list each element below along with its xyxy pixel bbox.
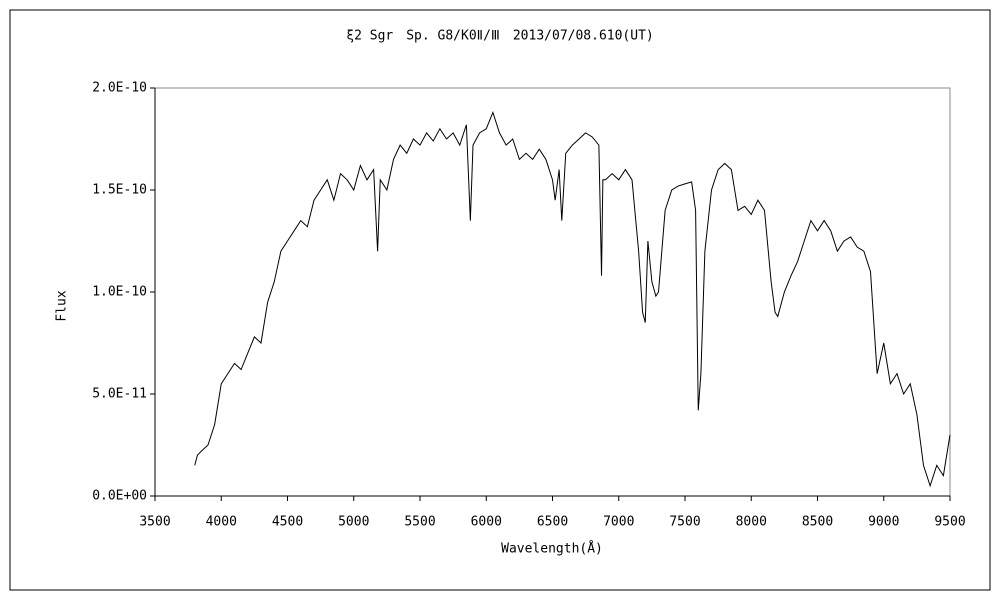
x-tick-label: 4500 [272,515,303,530]
x-tick-label: 8000 [736,515,767,530]
x-tick-label: 7000 [603,515,634,530]
x-tick-label: 6000 [471,515,502,530]
y-tick-label: 0.0E+00 [92,489,147,504]
x-tick-label: 6500 [537,515,568,530]
y-tick-label: 2.0E-10 [92,81,147,96]
spectrum-line [194,111,951,488]
x-axis-label: Wavelength(Å) [501,541,603,557]
frame [9,9,991,591]
x-tick-label: 5500 [404,515,435,530]
x-tick-label: 9000 [868,515,899,530]
x-tick-label: 3500 [139,515,170,530]
x-tick-label: 8500 [802,515,833,530]
chart-title: ξ2 Sgr Sp. G8/K0Ⅱ/Ⅲ 2013/07/08.610(UT) [346,29,653,44]
y-tick-label: 1.0E-10 [92,285,147,300]
x-tick-label: 4000 [206,515,237,530]
x-tick-label: 5000 [338,515,369,530]
x-tick-label: 9500 [934,515,965,530]
x-tick-label: 7500 [669,515,700,530]
y-axis-label: Flux [55,290,70,321]
y-tick-label: 5.0E-11 [92,387,147,402]
y-tick-label: 1.5E-10 [92,183,147,198]
